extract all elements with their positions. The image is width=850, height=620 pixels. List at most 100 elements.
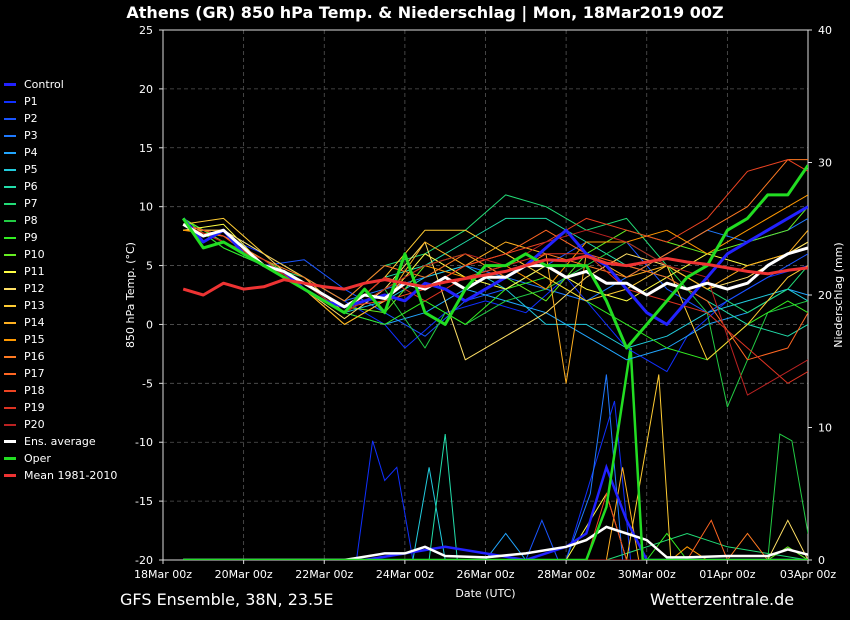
precip-line-p5 xyxy=(183,467,808,560)
legend-item-p1: P1 xyxy=(4,93,117,110)
legend-item-p11: P11 xyxy=(4,263,117,280)
legend-swatch xyxy=(4,236,16,239)
x-tick-label: 28Mar 00z xyxy=(537,568,595,581)
temp-line-p16 xyxy=(183,159,808,302)
series-lines xyxy=(181,159,808,560)
legend-swatch xyxy=(4,134,16,137)
legend-item-p19: P19 xyxy=(4,399,117,416)
legend-label: Ens. average xyxy=(24,435,96,448)
precip-line-p14 xyxy=(183,467,808,560)
precip-line-p7 xyxy=(183,532,808,560)
legend-swatch xyxy=(4,372,16,375)
legend-label: P4 xyxy=(24,146,38,159)
legend-swatch xyxy=(4,151,16,154)
legend-item-p4: P4 xyxy=(4,144,117,161)
legend-swatch xyxy=(4,287,16,290)
precip-line-p4 xyxy=(183,532,808,560)
legend-item-p2: P2 xyxy=(4,110,117,127)
legend-item-p12: P12 xyxy=(4,280,117,297)
legend-label: P16 xyxy=(24,350,45,363)
y2-tick-label: 10 xyxy=(818,422,832,435)
y-tick-label: -5 xyxy=(142,377,153,390)
y-tick-label: -20 xyxy=(135,554,153,567)
temp-line-p3 xyxy=(183,217,808,302)
precip-line-p6 xyxy=(183,434,808,560)
y-tick-label: -10 xyxy=(135,436,153,449)
precip-line-p17 xyxy=(183,519,808,560)
precip-line-ens-average xyxy=(183,525,808,560)
y-tick-label: 5 xyxy=(146,260,153,273)
y-tick-label: 15 xyxy=(139,142,153,155)
x-tick-label: 18Mar 00z xyxy=(134,568,192,581)
legend-item-p9: P9 xyxy=(4,229,117,246)
legend-item-p7: P7 xyxy=(4,195,117,212)
legend-item-p17: P17 xyxy=(4,365,117,382)
legend-label: P1 xyxy=(24,95,38,108)
x-tick-label: 30Mar 00z xyxy=(618,568,676,581)
legend-item-p5: P5 xyxy=(4,161,117,178)
legend-label: Control xyxy=(24,78,64,91)
precip-line-p9 xyxy=(183,532,808,560)
y2-tick-label: 0 xyxy=(818,554,825,567)
precip-line-p8 xyxy=(183,433,808,560)
legend-item-p6: P6 xyxy=(4,178,117,195)
legend-label: Oper xyxy=(24,452,51,465)
precip-line-p1 xyxy=(183,400,808,560)
x-tick-label: 01Apr 00z xyxy=(699,568,756,581)
legend-swatch xyxy=(4,321,16,324)
legend-swatch xyxy=(4,304,16,307)
legend-item-p16: P16 xyxy=(4,348,117,365)
precip-line-p16 xyxy=(183,532,808,560)
legend: Control P1 P2 P3 P4 P5 P6 P7 P8 P9 P10 P11 P12 P13 P14… xyxy=(4,76,117,484)
footer-site: Wetterzentrale.de xyxy=(650,590,795,609)
legend-item-p14: P14 xyxy=(4,314,117,331)
precip-line-oper xyxy=(183,347,808,560)
legend-label: P6 xyxy=(24,180,38,193)
footer-source: GFS Ensemble, 38N, 23.5E xyxy=(120,590,334,609)
y-tick-label: 0 xyxy=(146,318,153,331)
precip-line-p12 xyxy=(183,519,808,560)
legend-label: P14 xyxy=(24,316,45,329)
legend-label: P5 xyxy=(24,163,38,176)
x-tick-label: 03Apr 00z xyxy=(780,568,837,581)
legend-swatch xyxy=(4,423,16,426)
temp-line-p13 xyxy=(183,217,808,361)
legend-label: P3 xyxy=(24,129,38,142)
legend-label: P19 xyxy=(24,401,45,414)
precip-line-p3 xyxy=(183,374,808,560)
legend-swatch xyxy=(4,389,16,392)
legend-label: P10 xyxy=(24,248,45,261)
legend-item-p18: P18 xyxy=(4,382,117,399)
legend-item-p8: P8 xyxy=(4,212,117,229)
legend-swatch xyxy=(4,355,16,358)
legend-label: P18 xyxy=(24,384,45,397)
legend-item-p20: P20 xyxy=(4,416,117,433)
legend-swatch xyxy=(4,219,16,222)
legend-swatch xyxy=(4,440,16,443)
legend-item-oper: Oper xyxy=(4,450,117,467)
legend-label: P15 xyxy=(24,333,45,346)
temp-line-p9 xyxy=(182,217,808,361)
legend-label: P9 xyxy=(24,231,38,244)
y-tick-label: -15 xyxy=(135,495,153,508)
legend-swatch xyxy=(4,100,16,103)
legend-label: P7 xyxy=(24,197,38,210)
axes: -20 -15 -10 -5 0 5 10 15 20 25 0 10 20 30 40 18Mar 00z 2… xyxy=(124,24,845,600)
legend-label: P2 xyxy=(24,112,38,125)
legend-item-control: Control xyxy=(4,76,117,93)
legend-swatch xyxy=(4,406,16,409)
legend-swatch xyxy=(4,253,16,256)
y-tick-label: 10 xyxy=(139,201,153,214)
precip-line-p10 xyxy=(183,546,808,560)
legend-swatch xyxy=(4,202,16,205)
legend-swatch xyxy=(4,474,16,477)
precip-line-p13 xyxy=(183,374,808,560)
y-tick-label: 25 xyxy=(139,24,153,37)
x-tick-label: 26Mar 00z xyxy=(456,568,514,581)
precip-line-p2 xyxy=(183,518,808,560)
legend-item-p10: P10 xyxy=(4,246,117,263)
legend-item-p3: P3 xyxy=(4,127,117,144)
legend-label: P17 xyxy=(24,367,45,380)
x-tick-label: 20Mar 00z xyxy=(215,568,273,581)
